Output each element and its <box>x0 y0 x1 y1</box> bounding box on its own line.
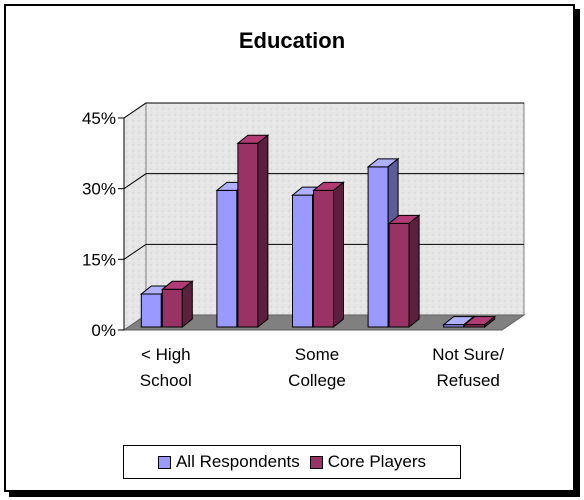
bar-side-1-0 <box>181 280 193 329</box>
y-tick-label: 30% <box>82 180 116 199</box>
bar-0-2 <box>292 194 313 328</box>
legend-swatch-core-players <box>309 455 323 469</box>
x-category-label: Refused <box>437 371 500 390</box>
x-category-label: < High <box>141 345 191 364</box>
bar-1-1 <box>237 142 259 328</box>
x-category-label: Some <box>295 345 339 364</box>
bar-1-0 <box>161 288 183 328</box>
bar-side-1-3 <box>408 214 420 329</box>
legend-label-core-players: Core Players <box>327 452 427 471</box>
legend-item-core-players: Core Players <box>309 452 427 472</box>
bar-0-3 <box>367 166 389 328</box>
bar-side-1-2 <box>333 181 344 329</box>
bar-side-1-1 <box>257 134 269 329</box>
x-category-label: Not Sure/ <box>432 345 504 364</box>
y-tick-label: 0% <box>91 321 116 340</box>
bar-0-0 <box>140 293 162 328</box>
bar-0-1 <box>216 189 238 328</box>
legend: All Respondents Core Players <box>123 445 461 479</box>
gridline <box>123 102 524 119</box>
legend-item-all-respondents: All Respondents <box>157 452 300 472</box>
bar-side-1-4 <box>484 315 496 329</box>
bar-1-2 <box>313 189 334 328</box>
y-tick-label: 45% <box>82 109 116 128</box>
chart-title: Education <box>238 28 346 53</box>
x-category-label: College <box>288 371 346 390</box>
y-tick-label: 15% <box>82 250 116 269</box>
legend-swatch-all-respondents <box>157 455 171 469</box>
bar-1-3 <box>388 222 410 328</box>
x-category-label: School <box>140 371 192 390</box>
legend-label-all-respondents: All Respondents <box>175 452 300 471</box>
